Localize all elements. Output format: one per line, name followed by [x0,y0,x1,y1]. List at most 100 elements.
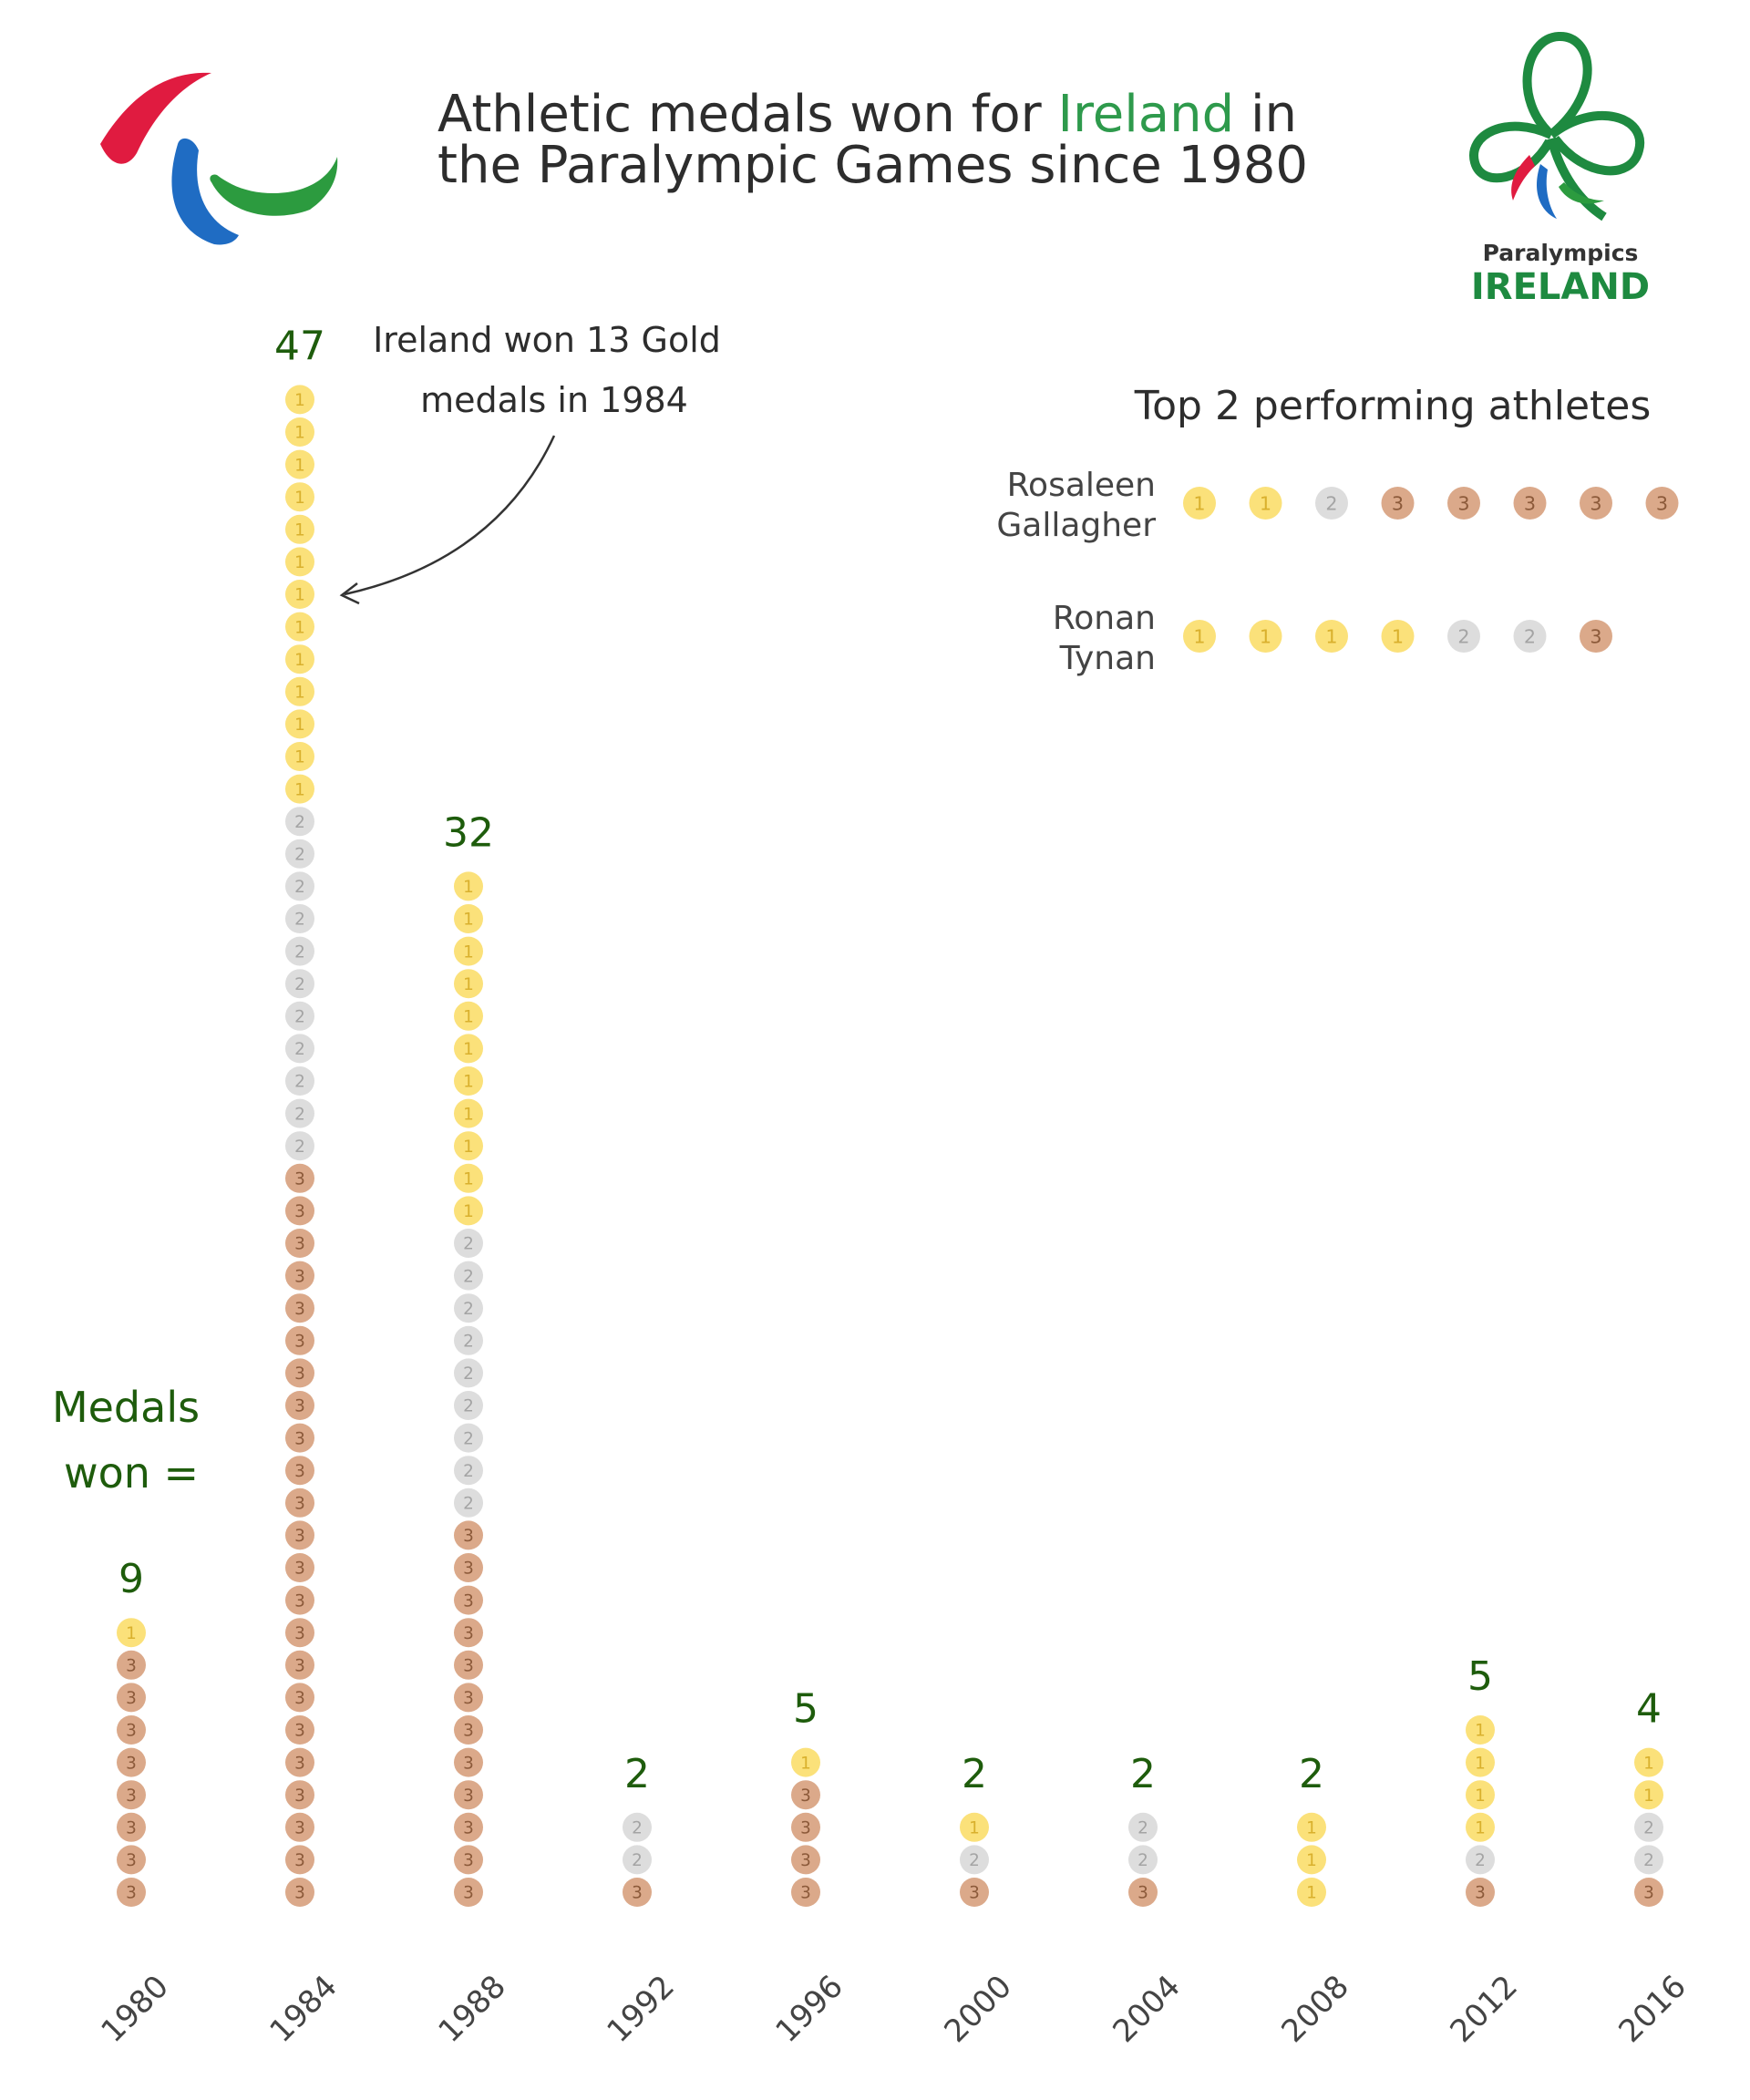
medal-number: 1 [294,391,305,410]
medal-gold-1988: 1 [454,1131,483,1161]
medal-number: 1 [1260,626,1271,648]
medal-number: 3 [463,1786,474,1806]
medal-gold-2012: 1 [1466,1780,1495,1810]
medal-number: 2 [969,1851,980,1870]
medal-number: 3 [294,1819,305,1838]
medal-number: 1 [463,878,474,897]
medal-gold-1984: 1 [285,774,314,804]
medal-number: 1 [463,1138,474,1157]
medal-number: 1 [1475,1819,1486,1838]
medal-circle [117,1812,146,1842]
medal-number: 1 [294,489,305,508]
medal-gold-1988: 1 [454,936,483,966]
medal-circle [454,1098,483,1128]
medal-circle [454,1683,483,1713]
total-label-2004: 2 [1130,1751,1156,1797]
medal-number: 1 [1306,1819,1317,1838]
medal-number: 3 [294,1884,305,1903]
medal-gold-2012: 1 [1466,1747,1495,1777]
medal-bronze-1988: 3 [454,1812,483,1842]
medal-circle [1447,487,1480,520]
medal-silver-1984: 2 [285,1098,314,1128]
medal-circle [285,1683,314,1713]
medal-circle [454,1261,483,1291]
medal-circle [791,1845,820,1875]
medal-gold-2008: 1 [1297,1878,1326,1907]
medal-silver-1984: 2 [285,936,314,966]
medal-gold-1984: 1 [285,385,314,415]
medal-circle [285,839,314,869]
medal-circle [285,1034,314,1064]
medal-circle [1128,1845,1158,1875]
medal-bronze-1980: 3 [117,1683,146,1713]
medal-number: 1 [969,1819,980,1838]
medal-number: 2 [294,1138,305,1157]
medal-number: 3 [463,1591,474,1611]
medal-number: 3 [800,1884,811,1903]
medal-gold-2012: 1 [1466,1812,1495,1842]
medal-number: 2 [294,878,305,897]
athlete-medal-gold: 1 [1183,620,1216,653]
medal-circle [285,807,314,837]
medal-bronze-1988: 3 [454,1715,483,1745]
medal-circle [1447,620,1480,653]
medal-number: 1 [294,553,305,572]
athlete-medal-gold: 1 [1183,487,1216,520]
medal-number: 3 [1457,493,1469,515]
medal-number: 3 [126,1722,137,1741]
medal-circle [285,774,314,804]
medal-silver-1984: 2 [285,1131,314,1161]
logo-text-ireland: IRELAND [1471,266,1650,308]
medal-number: 2 [632,1851,643,1870]
medal-circle [117,1780,146,1810]
medal-bronze-1984: 3 [285,1261,314,1291]
medal-number: 3 [294,1364,305,1384]
medal-bronze-1984: 3 [285,1715,314,1745]
medal-number: 3 [294,1202,305,1221]
athlete-medal-gold: 1 [1249,620,1282,653]
medal-number: 1 [294,748,305,767]
medal-bronze-1984: 3 [285,1618,314,1648]
medal-gold-1984: 1 [285,644,314,674]
medal-number: 1 [1643,1786,1654,1806]
medal-circle [454,1423,483,1453]
medal-bronze-1984: 3 [285,1683,314,1713]
medal-number: 3 [463,1851,474,1870]
x-tick-label-2000: 2000 [937,1968,1018,2049]
medal-silver-1988: 2 [454,1391,483,1420]
medal-number: 2 [1643,1851,1654,1870]
total-label-2016: 4 [1636,1686,1662,1733]
medal-number: 2 [294,846,305,865]
medal-number: 2 [294,942,305,962]
medal-circle [454,1650,483,1680]
medal-gold-1984: 1 [285,417,314,447]
medal-gold-1988: 1 [454,1196,483,1226]
x-tick-label-1980: 1980 [94,1968,175,2049]
medal-bronze-1984: 3 [285,1423,314,1453]
medal-silver-1988: 2 [454,1261,483,1291]
medal-silver-1984: 2 [285,807,314,837]
medal-number: 3 [126,1819,137,1838]
medal-gold-1984: 1 [285,676,314,706]
medal-bronze-1980: 3 [117,1780,146,1810]
medal-silver-1988: 2 [454,1456,483,1486]
medal-circle [454,1845,483,1875]
medal-bronze-1988: 3 [454,1780,483,1810]
medal-circle [960,1878,989,1907]
x-tick-label-2012: 2012 [1443,1968,1524,2049]
medal-circle [1580,487,1612,520]
medal-number: 1 [463,942,474,962]
medal-bronze-1984: 3 [285,1196,314,1226]
medal-silver-2016: 2 [1634,1812,1663,1842]
medal-bronze-1980: 3 [117,1650,146,1680]
annotation-line2: medals in 1984 [420,380,688,420]
medal-bronze-1984: 3 [285,1650,314,1680]
medal-number: 1 [1306,1884,1317,1903]
athlete-medal-bronze: 3 [1580,487,1612,520]
medal-circle [454,1325,483,1355]
medal-number: 1 [1193,626,1205,648]
medal-number: 1 [1260,493,1271,515]
medal-number: 3 [1643,1884,1654,1903]
medal-circle [285,1780,314,1810]
medal-number: 3 [294,1851,305,1870]
